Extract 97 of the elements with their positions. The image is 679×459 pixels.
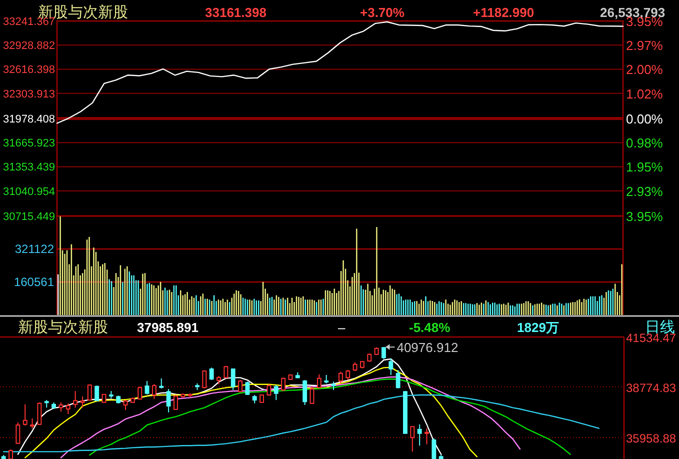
line-series (56, 21, 624, 124)
line-series (2, 394, 600, 452)
candlestick (58, 402, 64, 412)
y-tick-label: 160561 (14, 275, 54, 289)
candlestick (403, 390, 408, 434)
candlestick (367, 352, 372, 362)
y-tick-label: 31040.954 (3, 186, 55, 198)
y-tick-label: 32303.913 (3, 88, 55, 100)
y-tick-label: 31665.923 (3, 138, 55, 150)
candlestick (281, 377, 286, 392)
candlestick (382, 346, 386, 360)
candlestick (438, 454, 444, 459)
y2-tick-label: 0.98% (626, 136, 664, 151)
y-tick-label: 31353.439 (3, 162, 55, 174)
annotation: 40976.912 (396, 340, 458, 356)
candlestick (152, 384, 156, 400)
candlestick (16, 422, 20, 444)
candlestick (216, 376, 221, 385)
candlestick (102, 394, 106, 403)
candlestick (252, 394, 257, 404)
candlestick (338, 371, 343, 384)
candlestick (159, 378, 164, 389)
candlestick (224, 366, 228, 379)
candlestick (295, 372, 300, 379)
line-series (17, 358, 442, 455)
candlestick (274, 384, 278, 401)
candlestick (360, 360, 364, 369)
chart-title: 新股与次新股 (18, 319, 108, 336)
candlestick (80, 396, 85, 408)
candlestick (288, 374, 293, 381)
candlestick (266, 384, 272, 396)
y2-tick-label: 2.93% (626, 184, 664, 199)
candlestick (123, 400, 128, 410)
y2-tick-label: 1.95% (626, 160, 664, 175)
candlestick (346, 370, 350, 381)
text: -5.48% (409, 320, 451, 335)
y-tick-label: 32928.882 (3, 40, 55, 52)
line-series (60, 376, 521, 458)
candlestick (432, 438, 436, 459)
candlestick (73, 390, 78, 408)
text: +3.70% (360, 5, 405, 20)
candlestick (188, 392, 192, 398)
candlestick (260, 394, 264, 403)
candlestick (230, 368, 236, 391)
candlestick (94, 385, 100, 402)
candlestick (180, 392, 186, 398)
candlestick (66, 402, 70, 415)
text: – (338, 320, 346, 335)
candlestick (144, 380, 150, 395)
text: 33161.398 (205, 5, 266, 20)
text: 1829万 (517, 320, 559, 335)
candlestick (424, 428, 429, 445)
candlestick (331, 381, 336, 391)
candlestick (374, 346, 379, 356)
y2-tick-label: 0.00% (626, 112, 664, 126)
text: 37985.891 (137, 320, 198, 335)
candlestick (8, 448, 13, 459)
candlestick (52, 402, 56, 410)
candlestick (202, 370, 207, 389)
candlestick (30, 418, 34, 429)
candlestick (1, 454, 6, 459)
line-series (89, 378, 571, 456)
candlestick (44, 400, 49, 408)
y2-tick-label: 1.02% (626, 86, 664, 102)
y2-tick-label: 2.97% (626, 38, 664, 54)
candlestick (302, 380, 308, 406)
y2-tick-label: 3.95% (626, 209, 664, 224)
candlestick (166, 388, 171, 413)
candlestick (396, 370, 400, 389)
candlestick (388, 358, 394, 376)
candlestick (238, 380, 242, 393)
candlestick (87, 384, 92, 402)
candlestick (108, 390, 114, 399)
candlestick (352, 362, 358, 372)
candlestick (417, 424, 422, 446)
candlestick (37, 402, 42, 426)
y-tick-label: 31978.408 (3, 114, 55, 126)
candlestick (174, 394, 178, 410)
candlestick (209, 367, 214, 381)
candlestick (310, 386, 314, 404)
y-tick-label: 35958.88 (626, 432, 676, 446)
candlestick (116, 395, 121, 404)
candlestick (245, 381, 250, 396)
y2-tick-label: 2.00% (626, 62, 664, 78)
y-tick-label: 32616.398 (3, 64, 55, 76)
candlestick (22, 404, 28, 426)
candlestick (195, 382, 200, 391)
y-tick-label: 321122 (14, 242, 54, 256)
line-series (24, 366, 478, 458)
text: +1182.990 (473, 5, 534, 20)
y-tick-label: 38774.83 (626, 380, 676, 395)
candlestick (410, 426, 415, 452)
candlestick (130, 397, 135, 403)
candlestick (138, 386, 142, 400)
candlestick (324, 374, 329, 384)
candlestick (316, 374, 322, 389)
y-tick-label: 30715.449 (3, 211, 55, 223)
